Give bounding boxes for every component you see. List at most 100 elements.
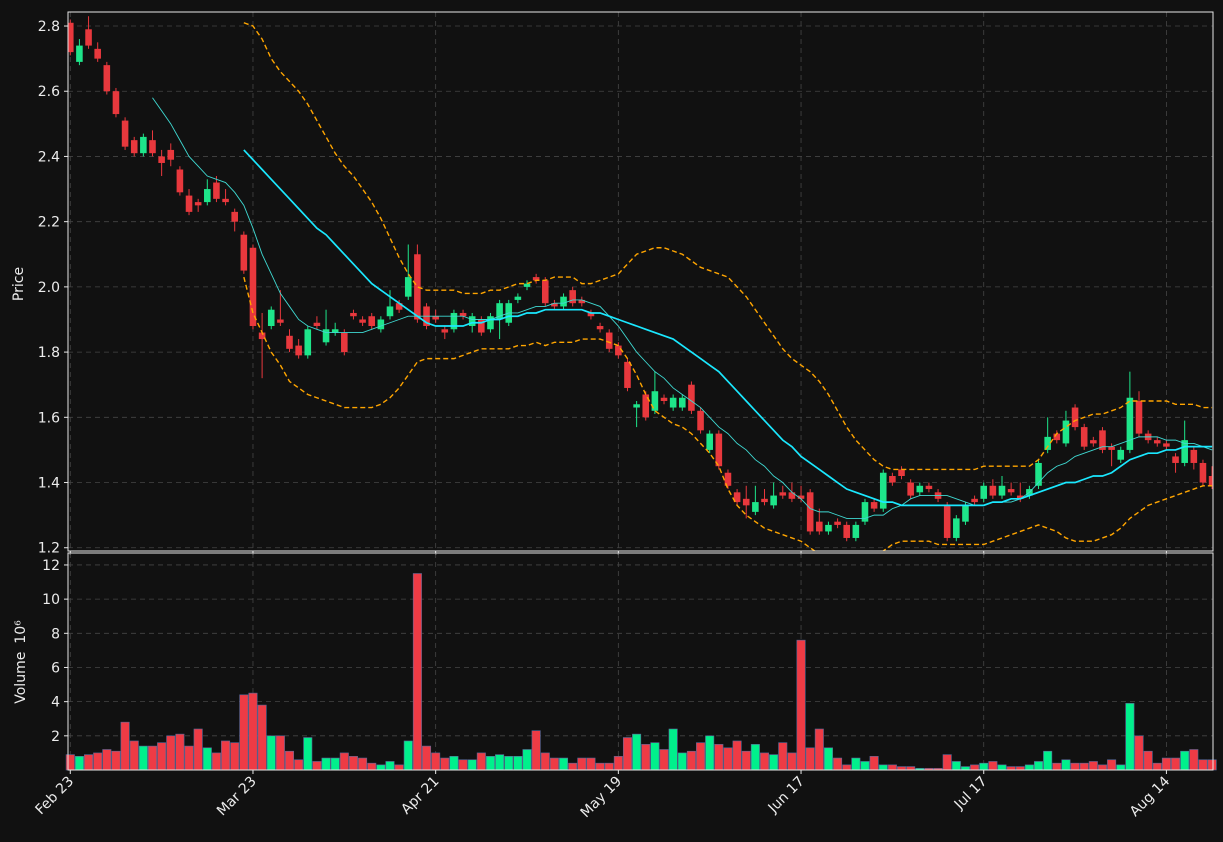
y-tick-label: 2 — [51, 729, 60, 745]
candle-body — [715, 433, 723, 467]
candle-body — [395, 303, 403, 310]
volume-bar — [878, 764, 888, 771]
y-tick-label: 8 — [51, 626, 60, 642]
volume-bar — [650, 742, 660, 771]
bottom-frame — [67, 552, 1214, 771]
candle-body — [980, 485, 988, 499]
volume-bar — [1006, 766, 1016, 771]
candle-body — [752, 502, 759, 512]
volume-bar — [65, 754, 75, 771]
candle-body — [185, 195, 193, 212]
candle-body — [194, 202, 202, 206]
volume-bar — [787, 752, 797, 771]
candle-body — [1153, 440, 1161, 444]
volume-bar — [540, 752, 550, 771]
candle-body — [989, 485, 997, 496]
candle-body — [432, 316, 439, 320]
volume-bar — [677, 752, 687, 771]
volume-bar — [595, 762, 605, 771]
line-series — [243, 276, 1213, 551]
volume-bar — [1171, 757, 1181, 771]
volume-bar — [294, 759, 304, 771]
candle-body — [404, 277, 412, 297]
candle-body — [870, 502, 878, 509]
candle-body — [68, 22, 74, 53]
volume-bar — [906, 766, 916, 771]
candle-body — [642, 394, 650, 418]
candle-body — [560, 296, 567, 307]
volume-bar — [376, 764, 386, 771]
volume-bar — [1198, 759, 1208, 771]
volume-bar — [814, 728, 824, 771]
overlay-lines — [152, 22, 1213, 551]
candle-body — [286, 335, 293, 349]
candle-body — [770, 495, 777, 506]
candle-body — [496, 303, 503, 320]
candle-body — [962, 505, 969, 522]
volume-bar — [458, 759, 468, 771]
volume-bar — [1161, 757, 1171, 771]
volume-bar — [622, 737, 632, 771]
volume-bar — [257, 704, 267, 771]
candle-body — [514, 296, 522, 300]
volume-bar — [823, 747, 833, 771]
candle-body — [660, 397, 668, 402]
candle-body — [834, 521, 841, 525]
volume-bar — [577, 757, 587, 771]
volume-bar — [942, 754, 952, 771]
candle-body — [368, 316, 376, 327]
volume-bar — [979, 762, 989, 771]
volume-bar — [1088, 761, 1098, 771]
candle-body — [688, 384, 695, 411]
candle-body — [459, 312, 467, 317]
y-tick-label: 12 — [42, 558, 60, 574]
volume-bar — [348, 756, 358, 771]
candles — [68, 16, 1213, 542]
volume-bar — [449, 756, 459, 771]
candle-body — [953, 518, 960, 538]
volume-bar — [230, 742, 240, 771]
candle-body — [569, 290, 576, 304]
candle-body — [889, 476, 896, 483]
candle-body — [112, 91, 120, 115]
candle-body — [341, 332, 348, 353]
volume-bar — [403, 740, 413, 771]
volume-bar — [157, 742, 167, 771]
candle-body — [130, 140, 138, 154]
candle-body — [1172, 456, 1179, 463]
y-tick-label: 1.4 — [38, 476, 60, 492]
volume-bar — [632, 733, 642, 771]
candle-body — [140, 136, 147, 154]
candle-body — [697, 410, 704, 431]
y-tick-label: 4 — [51, 695, 60, 711]
volume-bar — [732, 740, 742, 771]
volume-bar — [385, 761, 395, 771]
volume-bar — [138, 745, 148, 771]
candle-body — [971, 498, 978, 503]
volume-bar — [805, 747, 815, 771]
candle-body — [788, 492, 796, 499]
candle-body — [176, 169, 184, 193]
y-tick-label: 2.6 — [38, 84, 60, 100]
y-tick-label: 1.2 — [38, 541, 60, 557]
candle-body — [386, 306, 394, 317]
volume-bar — [102, 749, 112, 771]
volume-bar — [869, 756, 879, 771]
candle-body — [843, 524, 850, 538]
volume-bar — [175, 733, 185, 771]
candle-body — [925, 485, 933, 490]
candle-body — [1135, 401, 1143, 434]
volume-bar — [997, 764, 1007, 771]
candle-body — [578, 299, 586, 304]
candle-body — [806, 492, 814, 532]
volume-bar — [696, 742, 706, 771]
volume-bar — [193, 728, 203, 771]
volume-bar — [504, 756, 514, 771]
volume-bar — [239, 694, 249, 771]
candle-body — [304, 329, 312, 356]
candle-body — [94, 48, 101, 59]
volume-bar — [129, 740, 139, 771]
volume-bar — [1134, 735, 1144, 771]
candle-body — [523, 283, 531, 287]
candle-body — [1199, 462, 1207, 483]
